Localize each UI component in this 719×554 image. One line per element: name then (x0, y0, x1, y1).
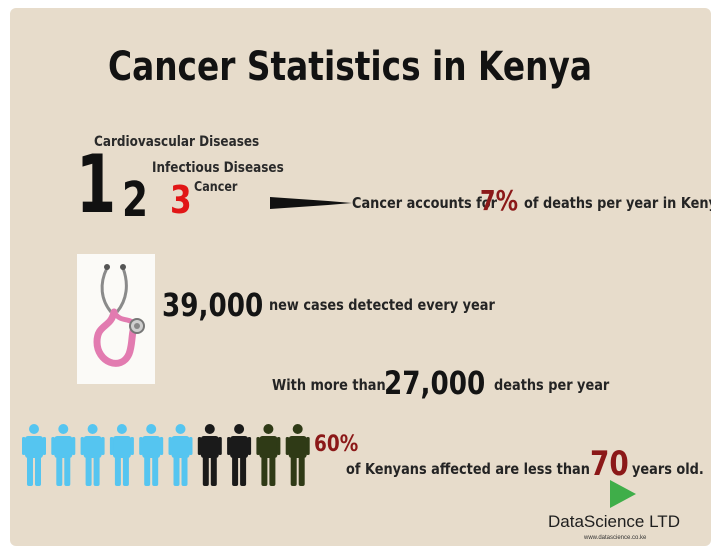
play-icon (610, 480, 636, 508)
brand-name: DataScience LTD (548, 512, 680, 531)
deaths-share-value: 7% (480, 184, 519, 217)
person-icon (51, 424, 76, 486)
page-title: Cancer Statistics in Kenya (108, 44, 592, 90)
deaths-share-suffix: of deaths per year in Kenya (524, 194, 711, 212)
deaths-value: 27,000 (384, 364, 486, 402)
person-icon (197, 424, 222, 486)
person-icon (227, 424, 252, 486)
rank3-number: 3 (170, 178, 192, 222)
infographic-poster: Cancer Statistics in Kenya Cardiovascula… (10, 8, 711, 546)
rank1-label: Cardiovascular Diseases (94, 134, 260, 150)
person-icon (256, 424, 281, 486)
person-icon (80, 424, 105, 486)
brand-url: www.datascience.co.ke (584, 535, 647, 541)
person-icon (139, 424, 164, 486)
new-cases-text: new cases detected every year (269, 296, 495, 314)
stethoscope-icon (93, 264, 145, 367)
new-cases-value: 39,000 (162, 286, 264, 324)
arrow-right-icon (270, 197, 352, 209)
rank2-number: 2 (122, 172, 149, 228)
rank1-number: 1 (76, 138, 117, 231)
age-percent: 60% (314, 432, 359, 457)
person-icon (109, 424, 134, 486)
rank2-label: Infectious Diseases (152, 160, 284, 176)
age-value: 70 (590, 444, 629, 484)
person-icon (22, 424, 46, 486)
age-prefix: of Kenyans affected are less than (346, 460, 590, 478)
deaths-suffix: deaths per year (494, 376, 610, 394)
stethoscope-image (77, 254, 155, 384)
person-icon (285, 424, 310, 486)
deaths-prefix: With more than (272, 376, 386, 394)
age-suffix: years old. (632, 460, 704, 478)
people-icons-row (22, 424, 310, 486)
deaths-share-prefix: Cancer accounts for (352, 194, 498, 212)
rank3-label: Cancer (194, 180, 238, 195)
person-icon (168, 424, 193, 486)
